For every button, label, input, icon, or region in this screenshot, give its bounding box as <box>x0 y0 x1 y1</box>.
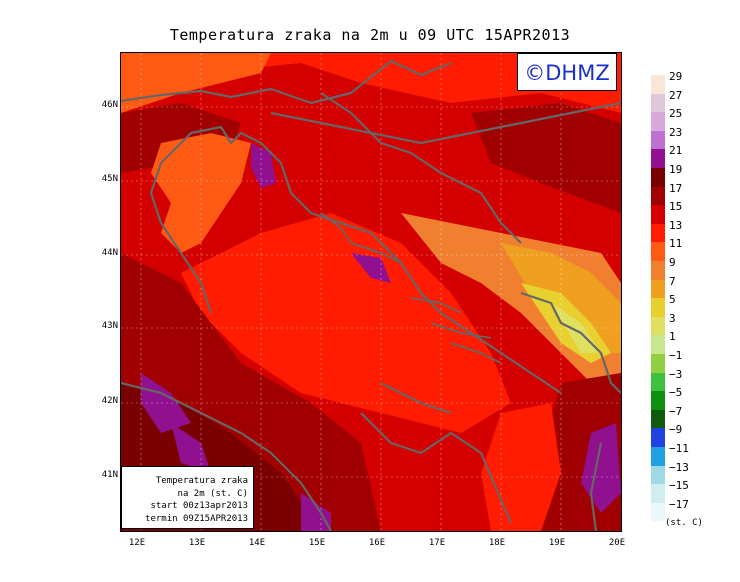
legend-swatch <box>651 409 665 429</box>
legend-label: 3 <box>669 311 676 325</box>
lon-label-19e: 19E <box>548 538 566 548</box>
legend-label: −5 <box>669 386 683 400</box>
zone-purple-dalmatia <box>351 253 391 283</box>
legend-swatch <box>651 502 665 522</box>
legend-label: −15 <box>669 479 689 493</box>
legend-swatch <box>651 223 665 243</box>
legend-label: −17 <box>669 497 689 511</box>
legend-swatch <box>651 149 665 168</box>
zone-dark-ne <box>471 103 621 213</box>
legend-label: 9 <box>669 256 676 269</box>
legend-swatch <box>651 168 665 187</box>
islands <box>320 212 502 364</box>
coastlines <box>121 59 621 531</box>
lat-label-45n: 45N <box>101 174 118 184</box>
info-line-4: termin 09Z15APR2013 <box>145 513 248 524</box>
legend-swatch <box>651 447 665 466</box>
legend-swatch <box>651 354 665 373</box>
legend-swatch <box>651 391 665 410</box>
temperature-field <box>121 53 621 531</box>
legend-swatch <box>651 372 665 392</box>
legend-swatch <box>651 130 665 150</box>
lat-label-41n: 41N <box>101 470 118 480</box>
legend-label: 7 <box>669 274 676 288</box>
legend-swatch <box>651 93 665 113</box>
zone-orange-nw <box>121 53 271 113</box>
legend-swatch <box>651 205 665 224</box>
lat-label-44n: 44N <box>101 248 118 258</box>
temperature-map <box>120 52 622 532</box>
dhmz-logo: ©DHMZ <box>517 53 617 91</box>
legend-label: 19 <box>669 163 683 176</box>
legend-swatch <box>651 112 665 131</box>
lon-label-17e: 17E <box>428 538 446 548</box>
lat-label-43n: 43N <box>101 321 118 331</box>
legend-label: 1 <box>669 330 676 344</box>
legend-label: 15 <box>669 200 683 214</box>
info-line-1: Temperatura zraka <box>155 476 248 486</box>
info-line-2: na 2m (st. C) <box>177 488 248 499</box>
legend-label: −13 <box>669 460 689 474</box>
legend-label: −1 <box>669 349 683 362</box>
legend-swatch <box>651 242 665 261</box>
lon-label-20e: 20E <box>608 538 626 548</box>
legend-unit: (st. C) <box>665 518 703 528</box>
zone-purple-italy-3 <box>301 493 331 531</box>
legend-swatch <box>651 428 665 447</box>
legend-label: −11 <box>669 442 689 455</box>
zone-purple-italy-2 <box>171 423 211 473</box>
legend-swatch <box>651 484 665 503</box>
lon-label-18e: 18E <box>488 538 506 548</box>
lat-label-42n: 42N <box>101 396 118 406</box>
lon-label-12e: 12E <box>128 538 146 548</box>
map-title: Temperatura zraka na 2m u 09 UTC 15APR20… <box>169 26 571 44</box>
legend-label: −9 <box>669 423 683 437</box>
legend-label: −7 <box>669 404 683 418</box>
lon-label-15e: 15E <box>308 538 326 548</box>
legend-swatch <box>651 335 665 354</box>
legend-label: 17 <box>669 181 683 195</box>
legend-label: 29 <box>669 70 683 83</box>
legend-swatch <box>651 316 665 336</box>
legend-swatch <box>651 465 665 485</box>
legend-label: −3 <box>669 367 683 381</box>
legend-swatch <box>651 186 665 206</box>
lat-label-46n: 46N <box>101 100 118 110</box>
legend-label: 13 <box>669 218 683 232</box>
zone-purple-kvarner <box>251 143 276 188</box>
legend-swatch <box>651 261 665 280</box>
legend-label: 5 <box>669 293 676 307</box>
legend-label: 27 <box>669 88 683 102</box>
legend-label: 25 <box>669 107 683 121</box>
lon-label-14e: 14E <box>248 538 266 548</box>
zone-adriatic <box>181 213 511 433</box>
lon-label-16e: 16E <box>368 538 386 548</box>
lat-lon-grid <box>121 53 621 531</box>
info-box: Temperatura zraka na 2m (st. C) start 00… <box>121 466 254 529</box>
legend-label: 11 <box>669 237 683 251</box>
legend-label: 23 <box>669 125 683 139</box>
legend-label: 21 <box>669 144 683 158</box>
legend-swatch <box>651 75 665 94</box>
info-line-3: start 00z13apr2013 <box>150 501 248 511</box>
legend-swatch <box>651 298 665 317</box>
legend-swatch <box>651 279 665 299</box>
lon-label-13e: 13E <box>188 538 206 548</box>
